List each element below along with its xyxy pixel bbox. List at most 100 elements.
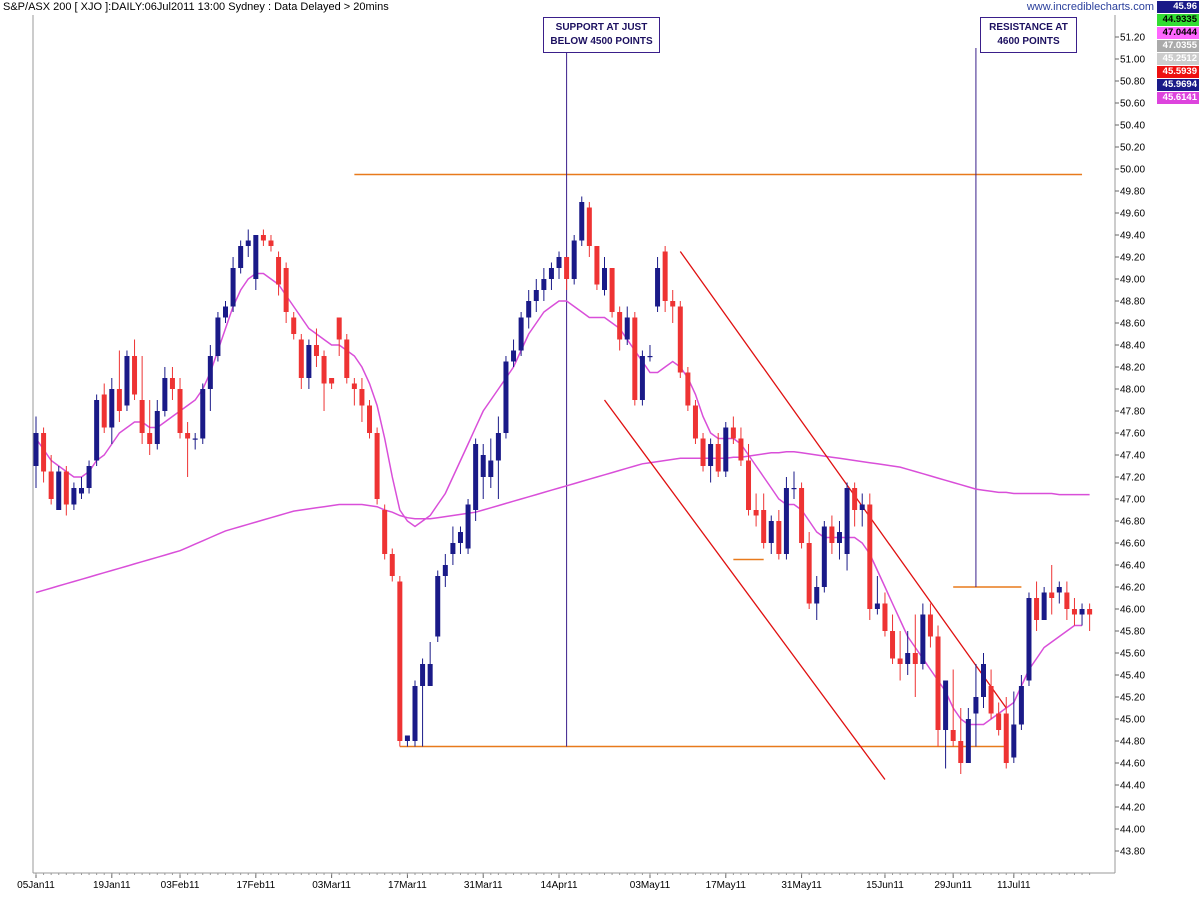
candle-body [207,356,213,389]
y-tick-label: 46.20 [1120,583,1145,594]
candle-body [268,240,274,246]
candle-body [677,306,683,373]
indicator-legend: 45.96 44.9335 47.0444 47.0355 45.2512 45.5939… [1157,1,1199,105]
y-tick-label: 50.80 [1120,77,1145,88]
x-tick-label: 03Feb11 [161,880,200,891]
x-tick-label: 14Apr11 [540,880,578,891]
candle-body [109,389,115,428]
y-tick-label: 45.20 [1120,693,1145,704]
resistance-annotation-line-2: 4600 POINTS [997,36,1060,47]
candle-body [723,427,729,472]
candle-body [533,290,539,301]
candle-body [147,433,153,444]
candle-body [1018,686,1024,725]
x-tick-label: 19Jan11 [93,880,131,891]
legend-value: 47.0444 [1157,27,1199,39]
candle-body [86,466,92,488]
y-tick-label: 49.80 [1120,187,1145,198]
candle-body [1041,592,1047,620]
candle-body [927,614,933,637]
candle-body [518,317,524,351]
y-tick-label: 46.60 [1120,539,1145,550]
candle-body [480,455,486,477]
candle-body [321,356,327,384]
candle-body [404,735,410,741]
legend-value: 47.0355 [1157,40,1199,52]
candle-body [935,636,941,730]
candle-body [814,587,820,604]
candle-body [382,510,388,554]
legend-value: 45.2512 [1157,53,1199,65]
candle-body [571,240,577,279]
x-tick-label: 03Mar11 [312,880,351,891]
candle-body [541,279,547,290]
y-tick-label: 47.80 [1120,407,1145,418]
candle-body [776,521,782,554]
candle-body [920,614,926,664]
candle-body [420,664,426,686]
candle-body [488,460,494,477]
candle-body [1056,587,1062,593]
candle-body [905,653,911,664]
y-tick-label: 48.00 [1120,385,1145,396]
candle-body [746,460,752,510]
y-tick-label: 44.20 [1120,803,1145,814]
candle-body [215,317,221,356]
site-link[interactable]: www.incrediblecharts.com [1026,1,1154,13]
y-tick-label: 48.20 [1120,363,1145,374]
candle-body [48,471,54,499]
y-tick-label: 44.40 [1120,781,1145,792]
candle-body [397,581,403,741]
candle-body [783,488,789,554]
candle-body [351,383,357,389]
candle-body [670,301,676,307]
candle-body [890,631,896,659]
candle-body [753,510,759,516]
candle-body [821,526,827,587]
support-annotation-line-1: SUPPORT AT JUST [555,22,648,33]
candle-body [230,268,236,307]
candle-body [882,603,888,631]
candle-body [139,400,145,433]
candle-body [1064,592,1070,609]
x-tick-label: 11Jul11 [997,880,1031,891]
candle-body [897,658,903,664]
candle-body [260,235,266,241]
x-tick-label: 31May11 [781,880,822,891]
candle-body [116,389,122,411]
candle-body [473,444,479,510]
candle-body [78,488,84,494]
long-moving-average-line [35,450,1090,594]
x-tick-label: 03May11 [630,880,671,891]
y-tick-label: 46.00 [1120,605,1145,616]
support-annotation: SUPPORT AT JUST BELOW 4500 POINTS [543,17,660,53]
candle-body [344,339,350,378]
candle-body [367,405,373,433]
candle-body [412,686,418,741]
x-tick-label: 05Jan11 [17,880,55,891]
candle-body [177,389,183,433]
candle-body [708,444,714,466]
candle-body [829,526,835,543]
y-tick-label: 46.80 [1120,517,1145,528]
candle-body [169,378,175,389]
y-tick-label: 45.40 [1120,671,1145,682]
y-tick-label: 50.40 [1120,121,1145,132]
candle-body [132,356,138,395]
y-tick-label: 44.80 [1120,737,1145,748]
y-tick-label: 48.40 [1120,341,1145,352]
candle-body [185,433,191,439]
y-tick-label: 44.60 [1120,759,1145,770]
y-tick-label: 46.40 [1120,561,1145,572]
candle-body [761,510,767,543]
candle-body [1079,609,1085,615]
candle-body [200,389,206,439]
y-tick-label: 50.00 [1120,165,1145,176]
legend-value: 45.6141 [1157,92,1199,104]
candle-body [465,504,471,549]
candle-body [1034,598,1040,620]
candle-body [33,433,39,466]
legend-value: 45.9694 [1157,79,1199,91]
y-tick-label: 47.60 [1120,429,1145,440]
